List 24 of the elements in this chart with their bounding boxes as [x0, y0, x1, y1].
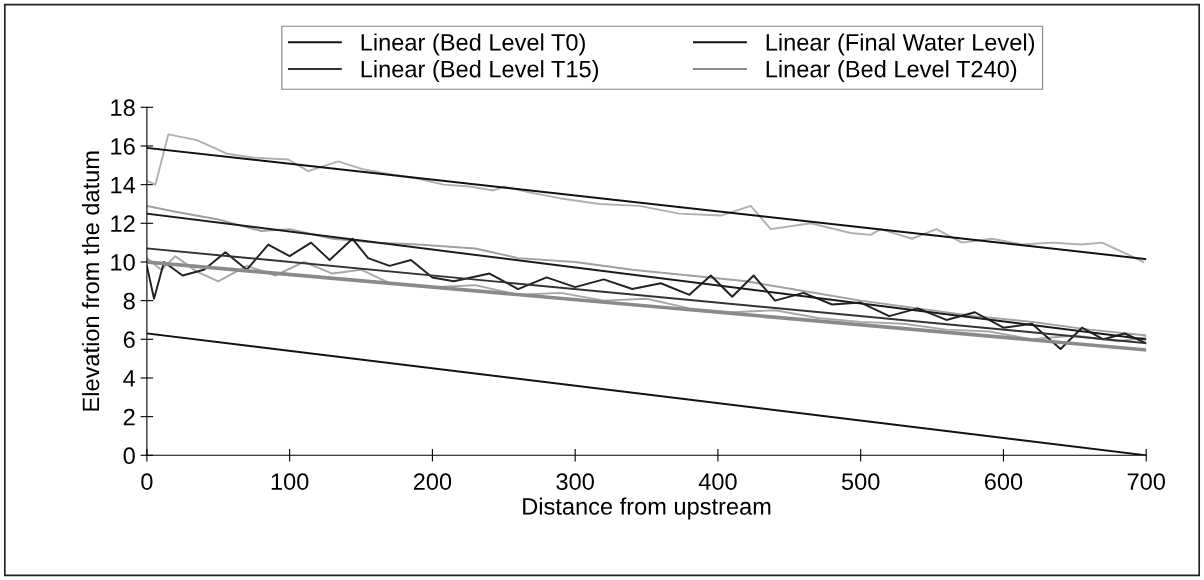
legend-label: Linear (Bed Level T240) — [766, 60, 1017, 83]
y-tick-label: 8 — [123, 292, 135, 310]
y-tick-label: 0 — [123, 447, 135, 465]
y-tick-label: 16 — [111, 138, 135, 155]
legend-label: Linear (Final Water Level) — [766, 33, 1035, 56]
y-tick-label: 6 — [123, 331, 135, 349]
legend-label: Linear (Bed Level T0) — [361, 33, 585, 56]
legend-label: Linear (Bed Level T15) — [361, 60, 599, 83]
y-tick-label: 18 — [111, 99, 135, 117]
x-tick-label: 300 — [556, 473, 594, 490]
x-tick-label: 0 — [141, 473, 153, 490]
x-tick-label: 200 — [413, 473, 452, 490]
x-tick-label: 400 — [698, 473, 737, 490]
y-tick-label: 10 — [111, 254, 135, 271]
y-tick-label: 4 — [123, 370, 136, 387]
x-tick-label: 600 — [984, 473, 1023, 490]
x-tick-label: 500 — [841, 473, 880, 490]
y-axis-title: Elevation from the datum — [81, 151, 100, 411]
y-tick-label: 2 — [123, 408, 135, 426]
x-axis-title: Distance from upstream — [523, 497, 771, 520]
x-tick-label: 700 — [1127, 473, 1165, 490]
y-tick-label: 12 — [111, 215, 135, 232]
x-tick-label: 100 — [271, 473, 309, 490]
y-tick-label: 14 — [111, 176, 136, 194]
